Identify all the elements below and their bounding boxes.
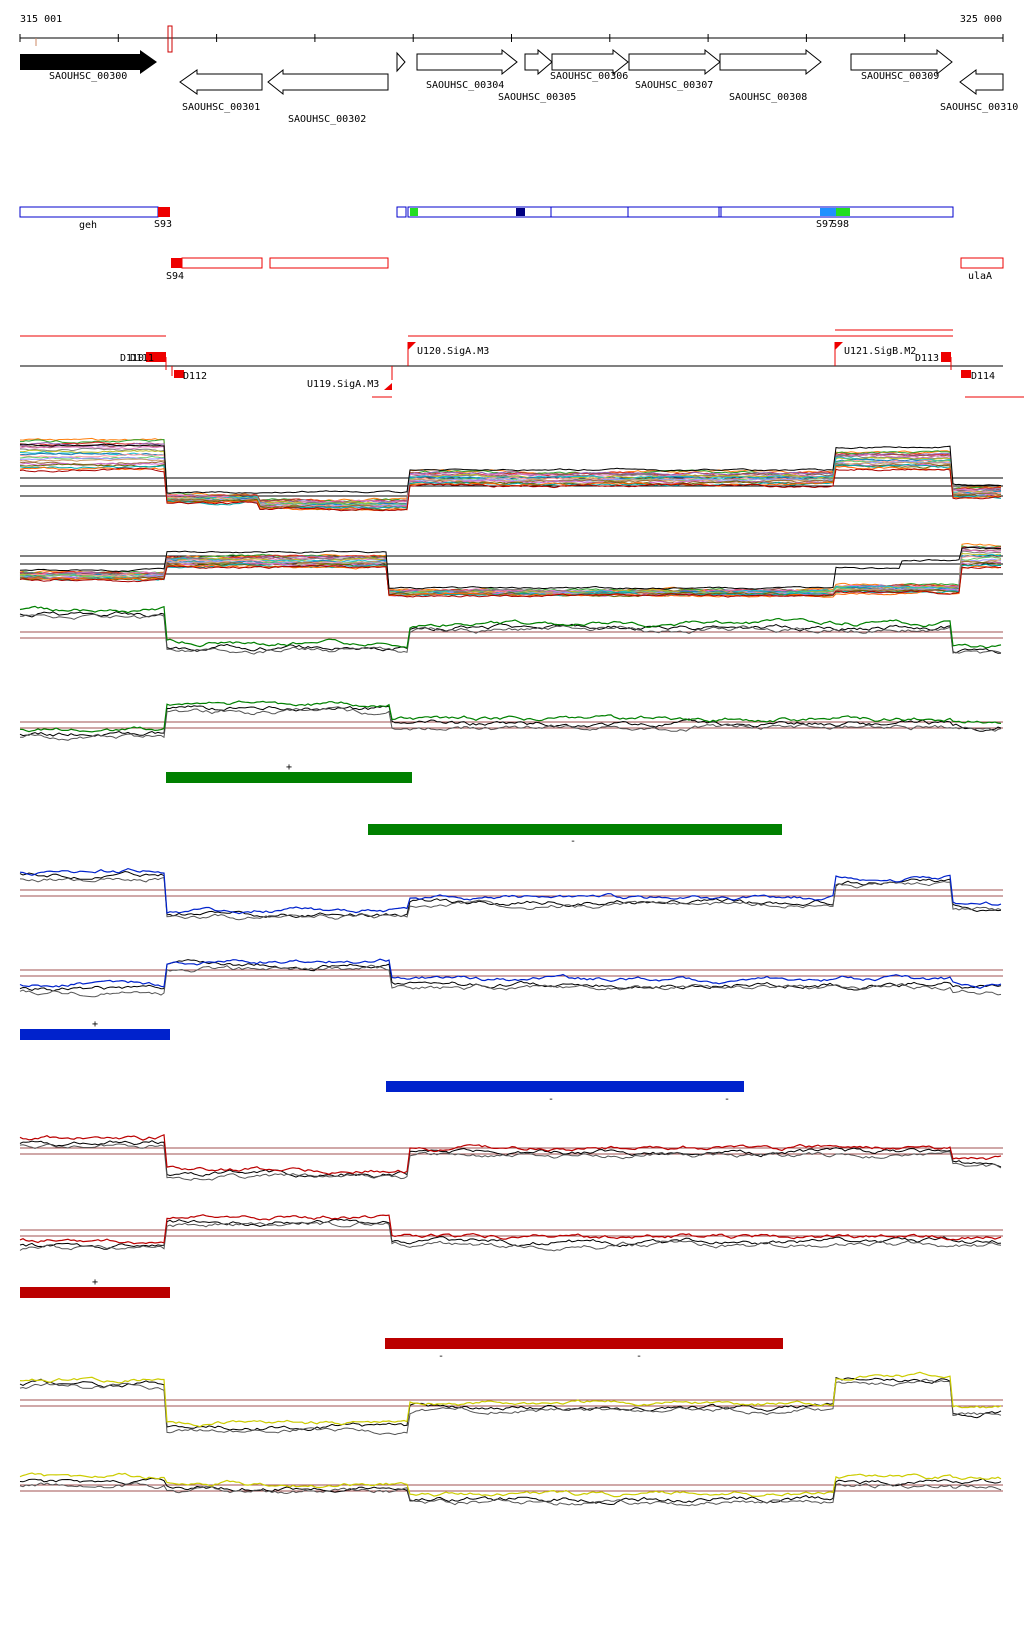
- coord-end: 325 000: [960, 14, 1002, 25]
- segment-bar-red-minus[interactable]: [385, 1338, 783, 1349]
- profile-line: [19, 1140, 1002, 1178]
- gene-label: SAOUHSC_00302: [288, 114, 366, 125]
- profile-line: [19, 463, 1002, 510]
- feature-box[interactable]: [171, 258, 182, 268]
- feature-box[interactable]: [269, 257, 389, 269]
- segment-mark: -: [724, 1094, 730, 1105]
- gene-arrow-small[interactable]: [396, 51, 406, 73]
- gene-arrow[interactable]: [416, 48, 518, 76]
- profile-line: [19, 1221, 1002, 1252]
- tss-label: U119.SigA.M3: [307, 379, 379, 390]
- coordinate-ruler: 315 001 325 000: [19, 14, 1004, 53]
- segment-mark: +: [286, 762, 292, 773]
- segment-bar-green-plus[interactable]: [166, 772, 412, 783]
- gene-arrow[interactable]: [551, 48, 629, 76]
- gene-arrow[interactable]: [959, 69, 1004, 95]
- gene-label: SAOUHSC_00310: [940, 102, 1018, 113]
- tss-label: D114: [971, 371, 995, 382]
- profile-line: [19, 605, 1002, 649]
- profile-line: [19, 1214, 1002, 1245]
- segment-bar-red-plus[interactable]: [20, 1287, 170, 1298]
- profile-line: [19, 456, 1002, 508]
- profile-line: [19, 867, 1002, 915]
- position-marker[interactable]: [167, 25, 173, 53]
- profile-line: [19, 1472, 1002, 1498]
- profile-line: [19, 613, 1002, 655]
- segment-bar-blue-minus[interactable]: [386, 1081, 744, 1092]
- profile-line: [19, 959, 1002, 992]
- feature-box[interactable]: [19, 206, 159, 218]
- profile-line: [19, 546, 1002, 590]
- segment-mark: -: [636, 1351, 642, 1362]
- feature-label: ulaA: [968, 271, 992, 282]
- tss-label: D113: [915, 353, 939, 364]
- segment-bar-blue-plus[interactable]: [20, 1029, 170, 1040]
- gene-track: SAOUHSC_00300 SAOUHSC_00301 SAOUHSC_0030…: [20, 48, 1018, 125]
- gene-arrow[interactable]: [267, 68, 389, 96]
- profile-line: [19, 1371, 1002, 1428]
- gene-label: SAOUHSC_00304: [426, 80, 504, 91]
- feature-label: S94: [166, 271, 184, 282]
- profile-line: [19, 1482, 1002, 1507]
- tss-track: D110 D111 D112 U119.SigA.M3 U120.SigA.M3…: [20, 329, 1024, 398]
- gene-label: SAOUHSC_00306: [550, 71, 628, 82]
- gene-arrow[interactable]: [179, 69, 263, 95]
- profile-line: [19, 1133, 1002, 1175]
- feature-box[interactable]: [960, 257, 1004, 269]
- gene-arrow[interactable]: [524, 48, 553, 76]
- segment-mark: -: [570, 836, 576, 847]
- profile-line: [19, 700, 1002, 733]
- expression-profiles: [19, 437, 1003, 1507]
- tss-label: D112: [183, 371, 207, 382]
- gene-label: SAOUHSC_00300: [49, 71, 127, 82]
- segment-mark: +: [92, 1019, 98, 1030]
- gene-arrow[interactable]: [850, 48, 953, 76]
- feature-box[interactable]: [396, 206, 407, 218]
- profile-line: [19, 1218, 1002, 1250]
- gene-arrow[interactable]: [628, 48, 721, 76]
- gene-arrow[interactable]: [20, 50, 157, 74]
- gene-label: SAOUHSC_00307: [635, 80, 713, 91]
- feature-box[interactable]: [158, 207, 170, 217]
- segment-mark: -: [438, 1351, 444, 1362]
- profile-line: [19, 958, 1002, 989]
- segment-mark: +: [92, 1277, 98, 1288]
- coord-start: 315 001: [20, 14, 62, 25]
- profile-line: [19, 1143, 1002, 1181]
- profile-line: [19, 463, 1002, 511]
- profile-line: [19, 876, 1002, 921]
- tss-label: U121.SigB.M2: [844, 346, 916, 357]
- profile-line: [19, 964, 1002, 998]
- segment-mark: -: [548, 1094, 554, 1105]
- profile-line: [19, 564, 1002, 598]
- tss-label: D110: [120, 353, 144, 364]
- segment-bars: + - + - - + - -: [20, 762, 783, 1362]
- profile-line: [19, 705, 1002, 737]
- segment-bar-green-minus[interactable]: [368, 824, 782, 835]
- gene-arrow[interactable]: [719, 48, 822, 76]
- gene-label: SAOUHSC_00301: [182, 102, 260, 113]
- profile-line: [19, 1378, 1002, 1436]
- features-minus-track: S94 ulaA: [166, 257, 1004, 282]
- tss-label: D111: [130, 353, 154, 364]
- feature-box[interactable]: [407, 206, 954, 218]
- profile-line: [20, 706, 1002, 741]
- profile-line: [19, 443, 1002, 494]
- tss-label: U120.SigA.M3: [417, 346, 489, 357]
- feature-label: S93: [154, 219, 172, 230]
- features-plus-track: geh S93 S97 S98: [19, 206, 954, 231]
- gene-label: SAOUHSC_00308: [729, 92, 807, 103]
- profile-line: [19, 1477, 1002, 1506]
- feature-label: geh: [79, 220, 97, 231]
- gene-label: SAOUHSC_00305: [498, 92, 576, 103]
- feature-label: S97: [816, 219, 834, 230]
- feature-box[interactable]: [181, 257, 263, 269]
- gene-label: SAOUHSC_00309: [861, 71, 939, 82]
- feature-label: S98: [831, 219, 849, 230]
- profile-line: [19, 467, 1002, 512]
